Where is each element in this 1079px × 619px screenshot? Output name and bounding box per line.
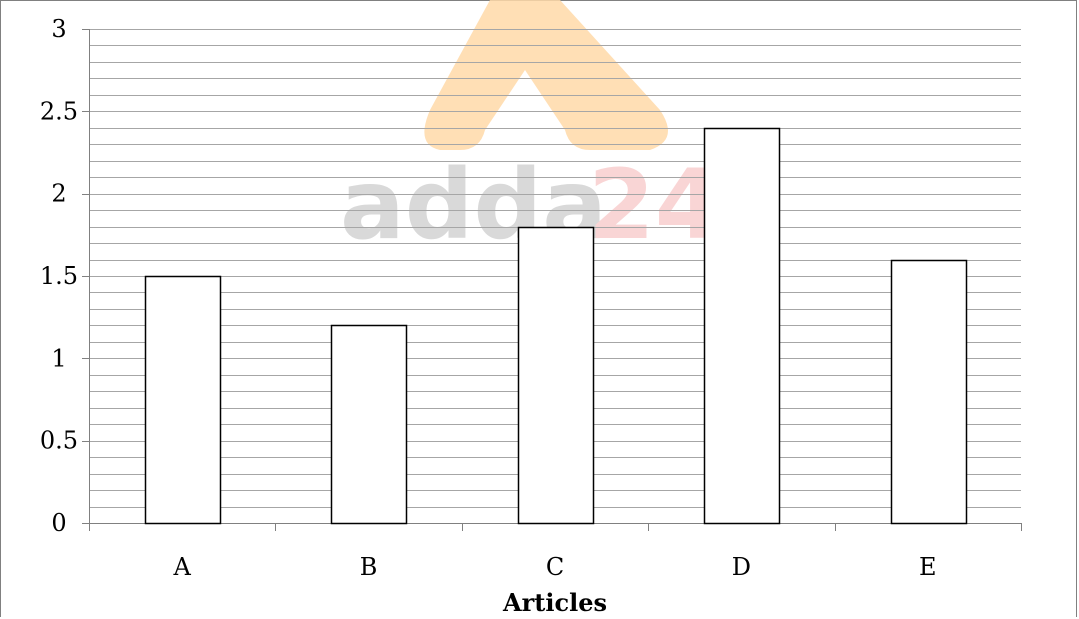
y-tick-labels: 0 0.5 1 1.5 2 2.5 3 [40, 15, 78, 537]
x-tick-label: D [732, 553, 751, 581]
y-tick-label: 3 [51, 15, 66, 43]
watermark-text-accent: 24 [588, 149, 722, 261]
adda24-watermark-logo: adda 24 [340, 0, 722, 261]
y-axis [82, 29, 90, 524]
x-tick-labels: A B C D E [173, 553, 937, 581]
bar-c [517, 226, 595, 525]
y-tick-label: 0 [51, 509, 66, 537]
bar-d [703, 127, 781, 525]
bar-a [144, 275, 222, 525]
x-axis-title: Articles [502, 588, 607, 617]
x-tick-label: A [173, 553, 192, 581]
watermark-logo-shape [424, 0, 668, 150]
y-tick-label: 2.5 [40, 97, 78, 125]
bars [144, 127, 968, 525]
y-tick-label: 1 [51, 344, 66, 372]
bar-b [330, 324, 408, 525]
bar-e [890, 259, 968, 525]
x-tick-label: E [919, 553, 937, 581]
y-tick-label: 1.5 [40, 262, 78, 290]
x-tick-label: B [360, 553, 378, 581]
y-tick-label: 0.5 [40, 427, 78, 455]
x-tick-label: C [546, 553, 564, 581]
y-tick-label: 2 [51, 180, 66, 208]
